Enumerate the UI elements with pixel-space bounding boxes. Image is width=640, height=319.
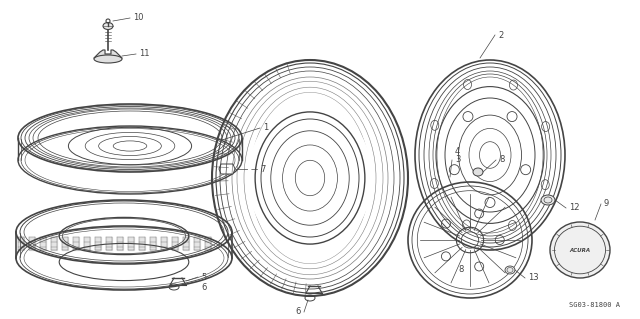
Polygon shape: [62, 237, 68, 250]
Text: 8: 8: [499, 155, 504, 165]
Polygon shape: [117, 237, 123, 250]
Ellipse shape: [550, 222, 610, 278]
Polygon shape: [172, 237, 178, 250]
Polygon shape: [18, 237, 24, 250]
Polygon shape: [128, 237, 134, 250]
Ellipse shape: [541, 195, 555, 205]
Text: 9: 9: [604, 199, 609, 209]
Polygon shape: [40, 237, 46, 250]
Text: 10: 10: [133, 13, 143, 23]
Text: 1: 1: [263, 123, 268, 132]
Polygon shape: [161, 237, 167, 250]
Polygon shape: [150, 237, 156, 250]
Polygon shape: [219, 164, 235, 174]
Polygon shape: [95, 237, 101, 250]
Polygon shape: [106, 237, 112, 250]
Text: 6: 6: [201, 283, 206, 292]
Text: 2: 2: [498, 31, 503, 40]
Ellipse shape: [473, 168, 483, 176]
Ellipse shape: [94, 55, 122, 63]
Polygon shape: [73, 237, 79, 250]
Polygon shape: [183, 237, 189, 250]
Text: 5: 5: [201, 272, 206, 281]
Text: 8: 8: [458, 265, 463, 275]
Polygon shape: [51, 237, 57, 250]
Text: 13: 13: [528, 273, 539, 283]
Text: SG03-81800 A: SG03-81800 A: [569, 302, 620, 308]
Text: 11: 11: [139, 49, 150, 58]
Text: 12: 12: [569, 204, 579, 212]
Polygon shape: [194, 237, 200, 250]
Polygon shape: [139, 237, 145, 250]
Ellipse shape: [505, 266, 515, 274]
Polygon shape: [94, 50, 122, 58]
Polygon shape: [29, 237, 35, 250]
Text: 6: 6: [296, 308, 301, 316]
Polygon shape: [205, 237, 211, 250]
Text: 4: 4: [455, 147, 460, 157]
Text: 3: 3: [455, 155, 460, 165]
Ellipse shape: [103, 23, 113, 29]
Text: 7: 7: [260, 165, 266, 174]
Text: ACURA: ACURA: [570, 248, 591, 253]
Polygon shape: [84, 237, 90, 250]
